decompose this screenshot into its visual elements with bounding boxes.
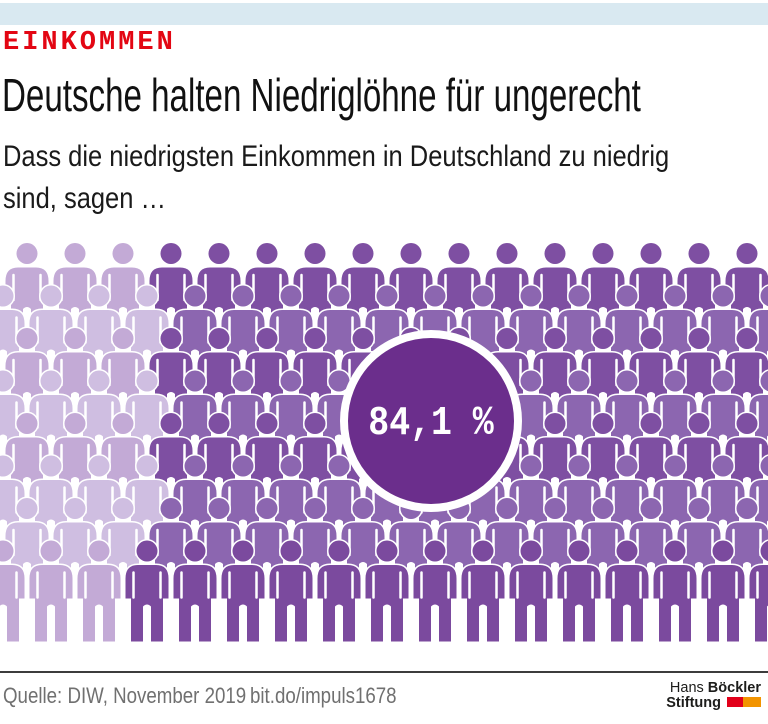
pictogram-chart: 84,1 % (0, 241, 768, 643)
person-icon (124, 539, 170, 643)
percent-value-label: 84,1 % (368, 401, 494, 447)
person-icon (412, 539, 458, 643)
top-accent-bar (0, 3, 768, 25)
person-icon (172, 539, 218, 643)
logo-line-1: Hans Böckler (666, 681, 761, 696)
person-icon (364, 539, 410, 643)
person-icon (652, 539, 698, 643)
hans-boeckler-stiftung-logo: Hans Böckler Stiftung (666, 681, 761, 711)
person-icon (268, 539, 314, 643)
person-icon (556, 539, 602, 643)
logo-name-bold: Böckler (707, 680, 761, 696)
logo-line-2: Stiftung (666, 696, 761, 711)
kicker: EINKOMMEN (3, 28, 176, 58)
source-label: Quelle: DIW, November 2019 (3, 683, 247, 708)
person-icon (28, 539, 74, 643)
person-icon (700, 539, 746, 643)
person-icon (316, 539, 362, 643)
logo-orange-block (743, 697, 761, 707)
source-link: bit.do/impuls1678 (250, 683, 397, 708)
subtitle: Dass die niedrigsten Einkommen in Deutsc… (3, 136, 768, 220)
percent-circle (340, 330, 522, 512)
logo-marks (727, 696, 761, 707)
person-icon (460, 539, 506, 643)
logo-stiftung: Stiftung (666, 695, 721, 711)
person-icon (220, 539, 266, 643)
person-icon (0, 539, 26, 643)
logo-name-regular: Hans (669, 680, 708, 696)
pictogram-row (0, 539, 768, 643)
subtitle-line-2: sind, sagen … (3, 182, 167, 215)
subtitle-line-1: Dass die niedrigsten Einkommen in Deutsc… (3, 140, 670, 173)
person-icon (76, 539, 122, 643)
page-title: Deutsche halten Niedriglöhne für ungerec… (2, 69, 641, 121)
person-icon (748, 539, 768, 643)
footer-divider (0, 671, 768, 673)
logo-red-block (727, 697, 743, 707)
person-icon (508, 539, 554, 643)
person-icon (604, 539, 650, 643)
